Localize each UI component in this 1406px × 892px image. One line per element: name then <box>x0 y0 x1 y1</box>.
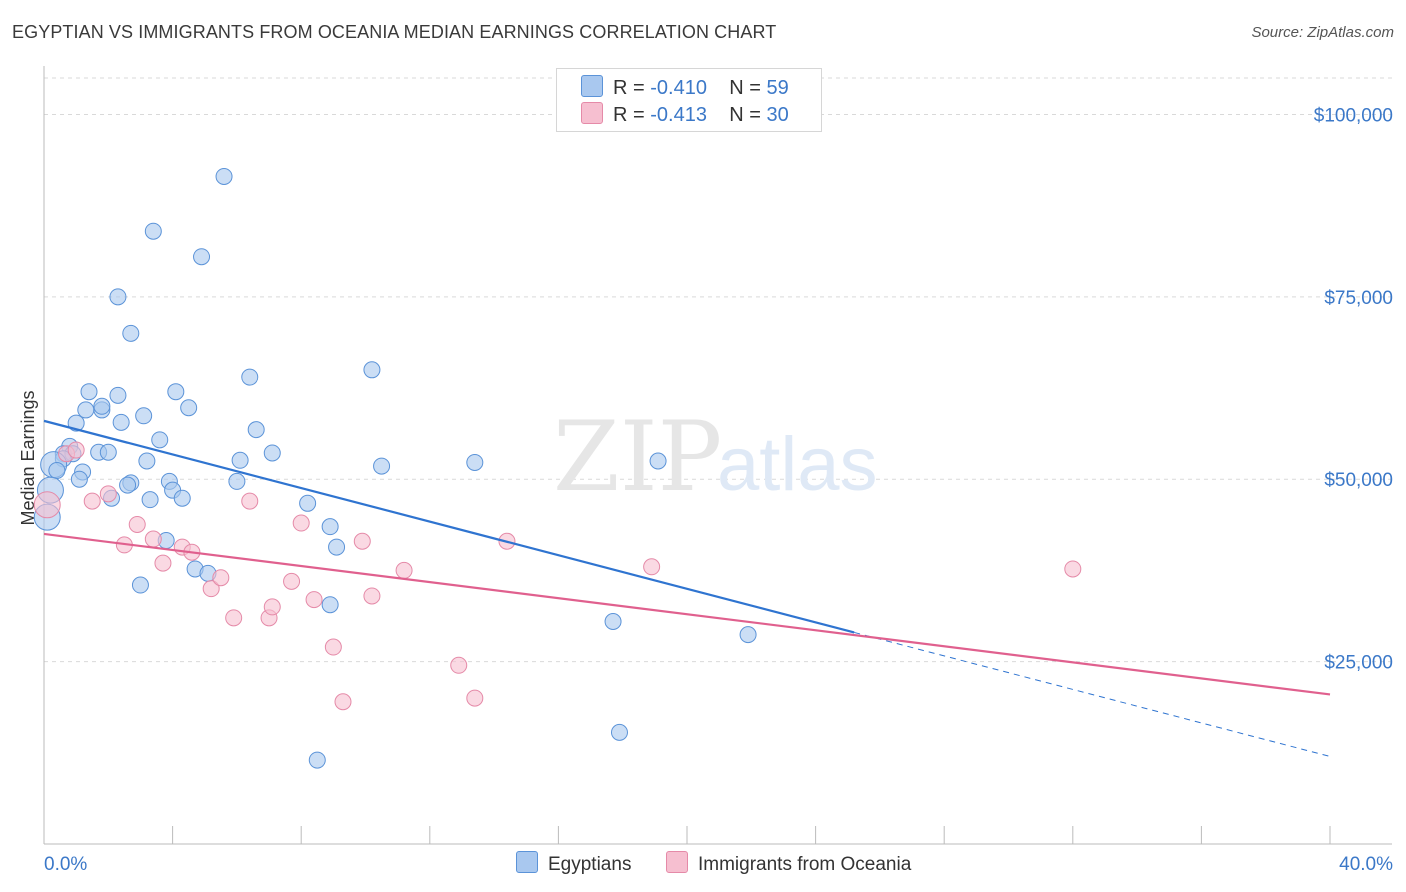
egyptian-point <box>247 421 265 439</box>
oceania-point <box>154 554 172 572</box>
egyptian-point <box>119 476 137 494</box>
legend-swatch-blue <box>581 75 603 97</box>
egyptian-point <box>99 443 117 461</box>
oceania-point <box>241 492 259 510</box>
egyptian-point <box>215 167 233 185</box>
legend-r-label: R = <box>613 77 651 99</box>
egyptian-point <box>321 596 339 614</box>
egyptian-point <box>241 368 259 386</box>
oceania-point <box>283 572 301 590</box>
legend-swatch-pink <box>581 102 603 124</box>
egyptian-point <box>466 453 484 471</box>
egyptian-point <box>604 612 622 630</box>
egyptian-point <box>77 401 95 419</box>
egyptian-point <box>363 361 381 379</box>
oceania-point <box>202 580 220 598</box>
oceania-point <box>144 530 162 548</box>
egyptian-point <box>70 470 88 488</box>
y-tick-label: $50,000 <box>1324 470 1393 491</box>
egyptian-point <box>373 457 391 475</box>
egyptian-point <box>109 386 127 404</box>
bottom-legend-label: Egyptians <box>548 854 632 875</box>
correlation-legend: R = -0.410 N = 59 R = -0.413 N = 30 <box>556 68 822 132</box>
oceania-point <box>324 638 342 656</box>
egyptian-point <box>649 452 667 470</box>
oceania-point <box>363 587 381 605</box>
oceania-point <box>212 569 230 587</box>
oceania-point <box>466 689 484 707</box>
oceania-point <box>292 514 310 532</box>
egyptian-point <box>167 383 185 401</box>
legend-r-value: -0.413 <box>650 104 707 126</box>
egyptian-point <box>263 444 281 462</box>
egyptian-point <box>610 723 628 741</box>
egyptian-point <box>193 248 211 266</box>
egyptian-point <box>321 518 339 536</box>
chart-title: EGYPTIAN VS IMMIGRANTS FROM OCEANIA MEDI… <box>12 22 777 42</box>
oceania-point <box>450 656 468 674</box>
y-axis-label: Median Earnings <box>18 390 38 525</box>
oceania-point <box>263 598 281 616</box>
bottom-legend-egyptians: Egyptians <box>516 851 631 876</box>
legend-row-egyptians: R = -0.410 N = 59 <box>581 75 789 99</box>
egyptian-point <box>328 538 346 556</box>
egyptian-point <box>299 494 317 512</box>
egyptian-point <box>138 452 156 470</box>
bottom-legend-swatch-pink <box>666 851 688 873</box>
egyptian-point <box>308 751 326 769</box>
egyptian-point <box>228 472 246 490</box>
source-note: Source: ZipAtlas.com <box>1251 24 1394 41</box>
legend-n-label: N = <box>729 104 767 126</box>
egyptian-point <box>48 461 66 479</box>
egyptian-point <box>131 576 149 594</box>
y-tick-label: $75,000 <box>1324 288 1393 309</box>
egyptian-point <box>173 489 191 507</box>
oceania-point <box>305 591 323 609</box>
egyptian-point <box>93 397 111 415</box>
egyptian-point <box>231 451 249 469</box>
legend-n-label: N = <box>729 77 767 99</box>
egyptians-trend-line <box>43 419 855 634</box>
oceania-point <box>334 693 352 711</box>
egyptian-point <box>180 399 198 417</box>
legend-n-value: 59 <box>766 77 789 99</box>
egyptians-trend-extension <box>854 631 1331 757</box>
oceania-point <box>99 485 117 503</box>
oceania-point <box>225 609 243 627</box>
y-tick-label: $25,000 <box>1324 653 1393 674</box>
legend-n-value: 30 <box>766 104 789 126</box>
egyptian-point <box>122 324 140 342</box>
egyptian-point <box>144 222 162 240</box>
legend-row-oceania: R = -0.413 N = 30 <box>581 102 789 126</box>
oceania-point <box>643 558 661 576</box>
oceania-point <box>128 515 146 533</box>
oceania-point <box>1064 560 1082 578</box>
oceania-point <box>83 492 101 510</box>
egyptian-point <box>67 414 85 432</box>
egyptian-point <box>151 431 169 449</box>
egyptian-point <box>112 413 130 431</box>
egyptian-point <box>135 407 153 425</box>
oceania-point <box>353 532 371 550</box>
egyptian-point <box>80 383 98 401</box>
oceania-point <box>33 491 61 519</box>
egyptian-point <box>739 626 757 644</box>
legend-r-label: R = <box>613 104 651 126</box>
oceania-trend-line <box>43 532 1331 696</box>
egyptian-point <box>141 491 159 509</box>
egyptian-point <box>109 288 127 306</box>
watermark-zip: ZIP <box>553 401 722 513</box>
x-tick-label: 40.0% <box>1339 854 1393 875</box>
bottom-legend-swatch-blue <box>516 851 538 873</box>
watermark-atlas: atlas <box>717 422 878 507</box>
oceania-point <box>67 441 85 459</box>
bottom-legend-oceania: Immigrants from Oceania <box>666 851 911 876</box>
bottom-legend-label: Immigrants from Oceania <box>698 854 912 875</box>
y-tick-label: $100,000 <box>1314 105 1393 126</box>
x-tick-label: 0.0% <box>44 854 87 875</box>
legend-r-value: -0.410 <box>650 77 707 99</box>
oceania-point <box>395 561 413 579</box>
